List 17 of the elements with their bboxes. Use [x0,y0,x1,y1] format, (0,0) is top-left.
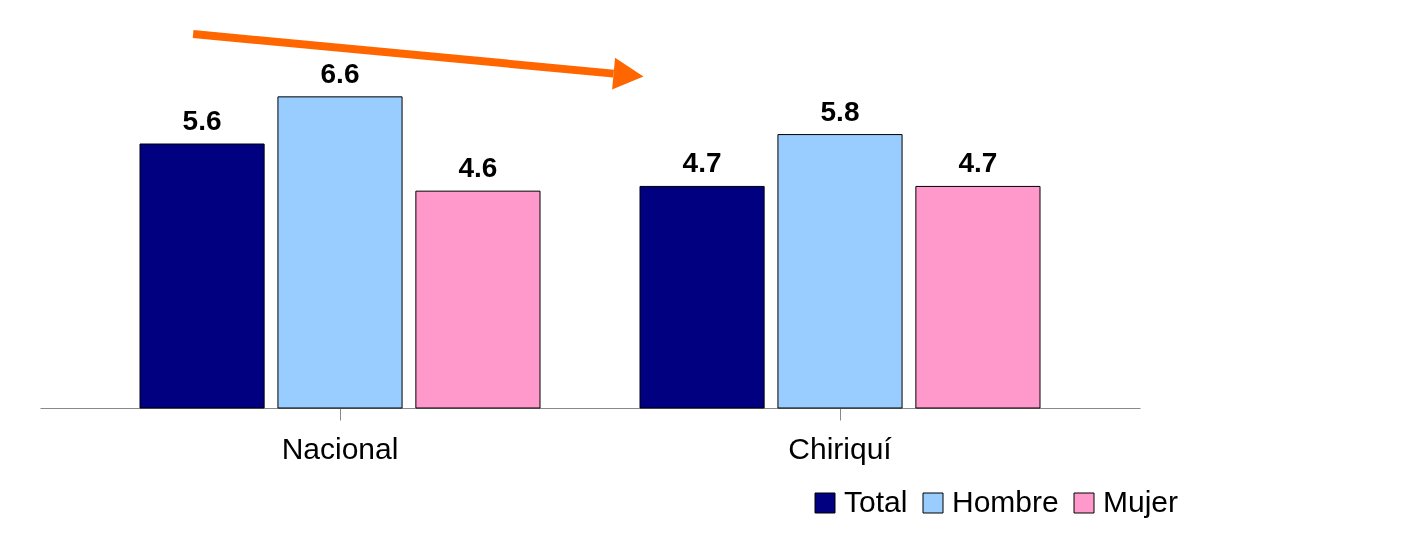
x-tick-label: Nacional [281,431,399,465]
bar [277,96,403,409]
bar [915,185,1041,409]
legend-label: Total [844,485,908,518]
data-label: 4.7 [682,147,722,179]
bar [139,143,265,409]
data-label: 5.6 [182,105,222,136]
data-label: 5.8 [820,95,860,127]
data-label: 4.7 [958,147,998,179]
bar [639,185,765,409]
bar [777,134,903,409]
data-label: 4.6 [458,152,498,184]
x-tick-label: Chiriquí [788,431,893,465]
legend-label: Hombre [952,485,1059,518]
legend-label: Mujer [1103,485,1179,518]
data-label: 6.6 [320,57,360,89]
bar [415,190,541,409]
